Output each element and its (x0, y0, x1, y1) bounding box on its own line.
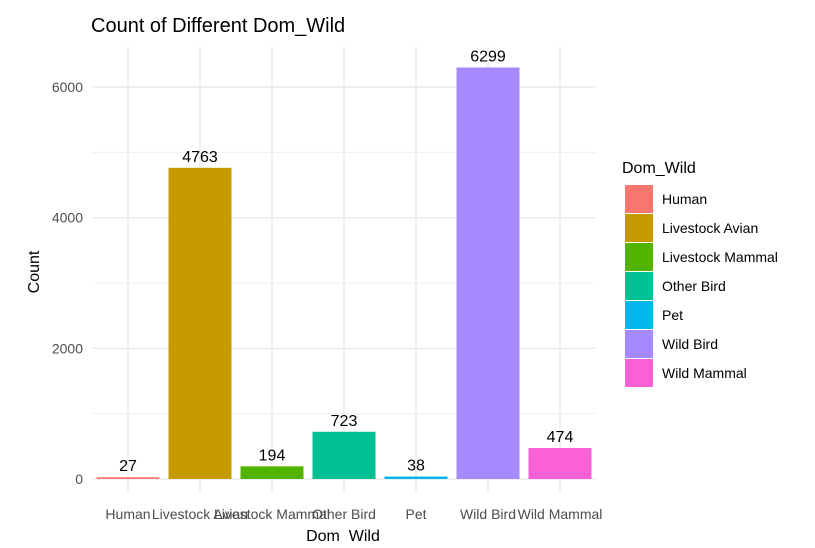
bar (240, 466, 304, 479)
legend-label: Wild Mammal (662, 365, 747, 381)
legend-label: Livestock Avian (662, 220, 758, 236)
legend-item: Other Bird (625, 272, 726, 300)
legend-swatch (625, 330, 653, 358)
y-tick-label: 2000 (52, 340, 83, 356)
bar (168, 167, 232, 480)
legend-swatch (625, 243, 653, 271)
legend-label: Livestock Mammal (662, 249, 778, 265)
chart-title: Count of Different Dom_Wild (91, 15, 345, 37)
x-axis-title: Dom_Wild (306, 528, 380, 543)
bar (456, 67, 520, 479)
bar-value-label: 474 (547, 429, 574, 446)
legend-label: Human (662, 191, 707, 207)
x-tick-label: Wild Bird (460, 506, 516, 522)
bar-value-label: 723 (331, 413, 358, 430)
x-tick-label: Human (105, 506, 150, 522)
legend: Dom_Wild Human Livestock Avian Livestock Ma… (622, 160, 778, 387)
x-tick-label: Livestock Mammal (214, 506, 330, 522)
y-tick-label: 0 (75, 471, 83, 487)
legend-label: Wild Bird (662, 336, 718, 352)
legend-swatch (625, 272, 653, 300)
bar (528, 448, 592, 479)
y-tick-label: 4000 (52, 210, 83, 226)
bar-value-label: 194 (259, 447, 286, 464)
legend-label: Other Bird (662, 278, 726, 294)
bar-value-label: 27 (119, 458, 137, 475)
x-tick-label: Pet (405, 506, 426, 522)
y-tick-label: 6000 (52, 79, 83, 95)
legend-item: Wild Mammal (625, 359, 747, 387)
data-labels: 27 4763 194 723 38 6299 474 (119, 48, 573, 475)
y-axis-ticks: 0 2000 4000 6000 (52, 79, 83, 487)
legend-title: Dom_Wild (622, 160, 696, 177)
bars (96, 67, 592, 480)
legend-item: Human (625, 185, 707, 213)
x-tick-label: Other Bird (312, 506, 376, 522)
legend-item: Pet (625, 301, 683, 329)
bar-value-label: 38 (407, 458, 425, 475)
legend-label: Pet (662, 307, 683, 323)
legend-swatch (625, 301, 653, 329)
bar (312, 431, 376, 479)
legend-item: Livestock Mammal (625, 243, 778, 271)
bar-value-label: 6299 (470, 48, 506, 65)
legend-swatch (625, 359, 653, 387)
legend-item: Livestock Avian (625, 214, 758, 242)
bar (96, 477, 160, 479)
y-axis-title: Count (26, 250, 43, 293)
bar (384, 476, 448, 479)
x-tick-label: Livestock Avian (152, 506, 248, 522)
legend-swatch (625, 185, 653, 213)
x-tick-label: Wild Mammal (518, 506, 603, 522)
legend-swatch (625, 214, 653, 242)
bar-value-label: 4763 (182, 149, 218, 166)
legend-item: Wild Bird (625, 330, 718, 358)
